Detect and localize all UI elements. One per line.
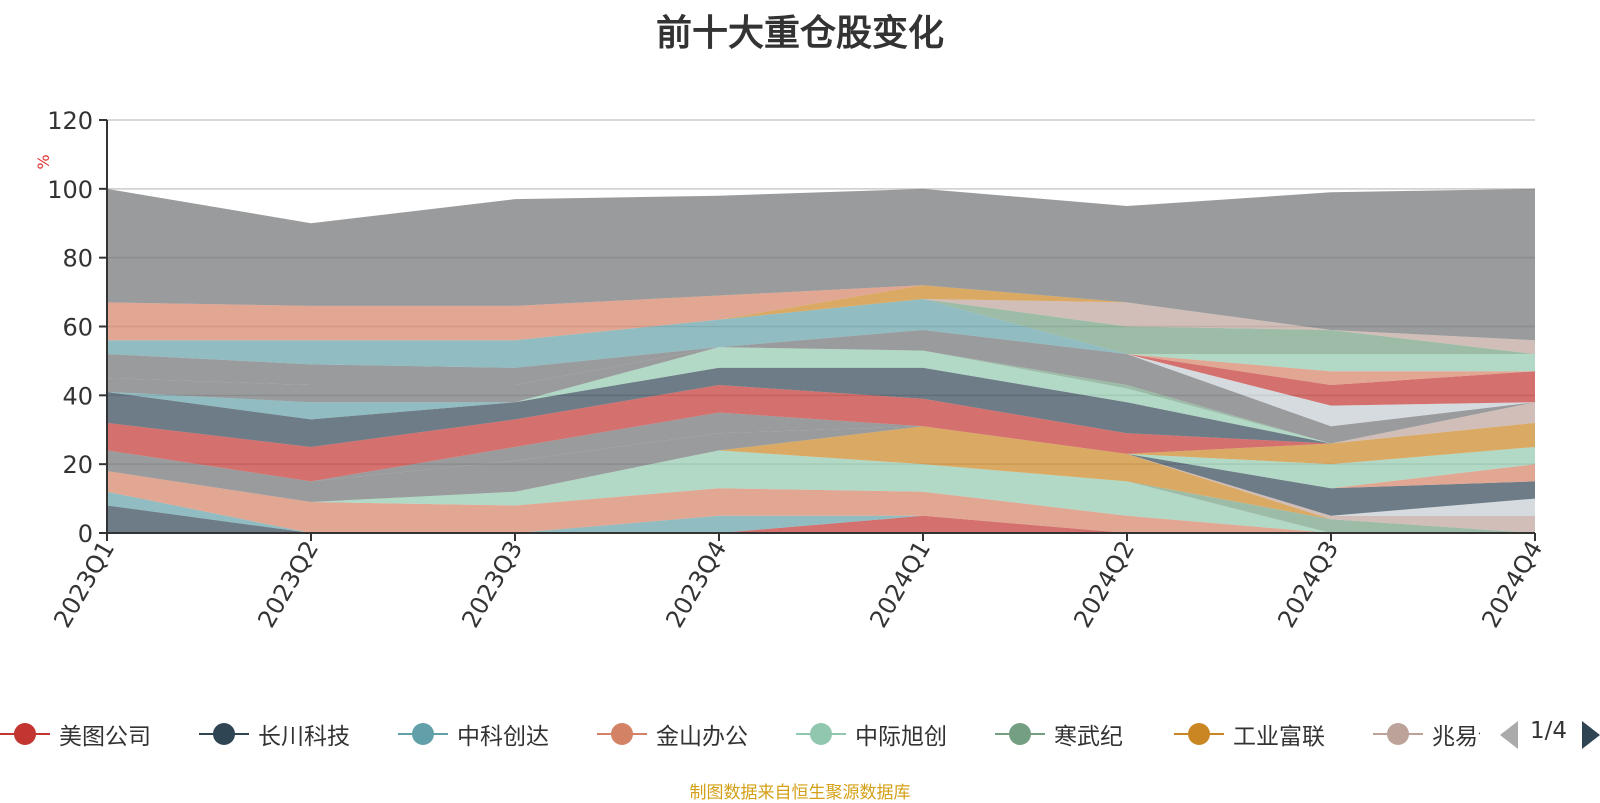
- area-series-31: [107, 285, 1535, 341]
- area-series-32: [107, 188, 1535, 341]
- y-tick-label-20: 20: [62, 451, 93, 479]
- legend-marker-icon: [398, 714, 448, 754]
- legend-next-icon[interactable]: [1582, 721, 1600, 749]
- area-series-20: [107, 347, 1535, 444]
- area-series-19: [107, 347, 1535, 444]
- area-series-28: [107, 298, 1535, 355]
- x-tick-label-2023Q3: 2023Q3: [456, 536, 528, 632]
- x-tick-label-2024Q2: 2024Q2: [1068, 536, 1140, 632]
- legend-label: 中际旭创: [855, 724, 947, 750]
- area-series-0: [107, 515, 1535, 533]
- area-series-23: [107, 329, 1535, 427]
- legend: 美图公司长川科技中科创达金山办公中际旭创寒武纪工业富联兆易创新三: [0, 714, 1600, 754]
- y-axis-label: %: [34, 154, 53, 169]
- area-series-3: [107, 471, 1535, 533]
- area-series-6: [107, 426, 1535, 533]
- legend-marker-icon: [796, 714, 846, 754]
- area-series-27: [107, 298, 1535, 368]
- x-tick-label-2024Q3: 2024Q3: [1272, 536, 1344, 632]
- legend-label: 美图公司: [59, 724, 151, 750]
- legend-pager: 1/4: [1500, 714, 1600, 754]
- y-tick-label-0: 0: [78, 520, 93, 548]
- legend-label: 兆易创新: [1432, 724, 1480, 750]
- legend-item-0[interactable]: 美图公司: [0, 714, 151, 754]
- area-series-18: [107, 367, 1535, 444]
- x-tick-label-2024Q1: 2024Q1: [864, 536, 936, 632]
- legend-item-7[interactable]: 兆易创新: [1373, 714, 1480, 754]
- y-tick-label-120: 120: [47, 107, 93, 135]
- area-series-8: [107, 426, 1535, 516]
- y-tick-label-60: 60: [62, 314, 93, 342]
- area-series-10: [107, 426, 1535, 516]
- legend-marker-icon: [995, 714, 1045, 754]
- x-tick-label-2024Q4: 2024Q4: [1476, 536, 1548, 632]
- area-series-7: [107, 426, 1535, 533]
- x-tick-label-2023Q4: 2023Q4: [660, 536, 732, 632]
- legend-label: 长川科技: [258, 724, 350, 750]
- source-note: 制图数据来自恒生聚源数据库: [689, 783, 911, 803]
- area-series-5: [107, 450, 1535, 533]
- x-tick-label-2023Q1: 2023Q1: [48, 536, 120, 632]
- area-series-4: [107, 450, 1535, 533]
- legend-item-5[interactable]: 寒武纪: [995, 714, 1123, 754]
- y-tick-label-100: 100: [47, 176, 93, 204]
- legend-item-2[interactable]: 中科创达: [398, 714, 549, 754]
- area-series-29: [107, 298, 1535, 355]
- area-series-13: [107, 422, 1535, 482]
- legend-marker-icon: [1373, 714, 1423, 754]
- y-tick-label-40: 40: [62, 382, 93, 410]
- legend-marker-icon: [199, 714, 249, 754]
- legend-page-indicator: 1/4: [1530, 718, 1568, 744]
- legend-marker-icon: [597, 714, 647, 754]
- legend-item-1[interactable]: 长川科技: [199, 714, 350, 754]
- area-series-17: [107, 367, 1535, 447]
- legend-prev-icon[interactable]: [1500, 721, 1518, 749]
- x-tick-label-2023Q2: 2023Q2: [252, 536, 324, 632]
- area-series-15: [107, 402, 1535, 482]
- y-tick-label-80: 80: [62, 245, 93, 273]
- legend-label: 寒武纪: [1054, 724, 1123, 750]
- area-series-11: [107, 426, 1535, 489]
- area-layer: [107, 188, 1535, 533]
- chart-title: 前十大重仓股变化: [655, 13, 944, 54]
- legend-item-6[interactable]: 工业富联: [1174, 714, 1325, 754]
- legend-marker-icon: [1174, 714, 1224, 754]
- legend-items: 美图公司长川科技中科创达金山办公中际旭创寒武纪工业富联兆易创新三: [0, 714, 1480, 754]
- area-series-26: [107, 329, 1535, 372]
- legend-item-3[interactable]: 金山办公: [597, 714, 748, 754]
- legend-item-4[interactable]: 中际旭创: [796, 714, 947, 754]
- area-series-25: [107, 329, 1535, 386]
- legend-label: 中科创达: [457, 724, 549, 750]
- legend-label: 工业富联: [1233, 724, 1325, 750]
- legend-marker-icon: [0, 714, 50, 754]
- area-series-1: [107, 505, 1535, 533]
- area-series-16: [107, 385, 1535, 482]
- area-series-24: [107, 329, 1535, 406]
- legend-label: 金山办公: [656, 724, 748, 750]
